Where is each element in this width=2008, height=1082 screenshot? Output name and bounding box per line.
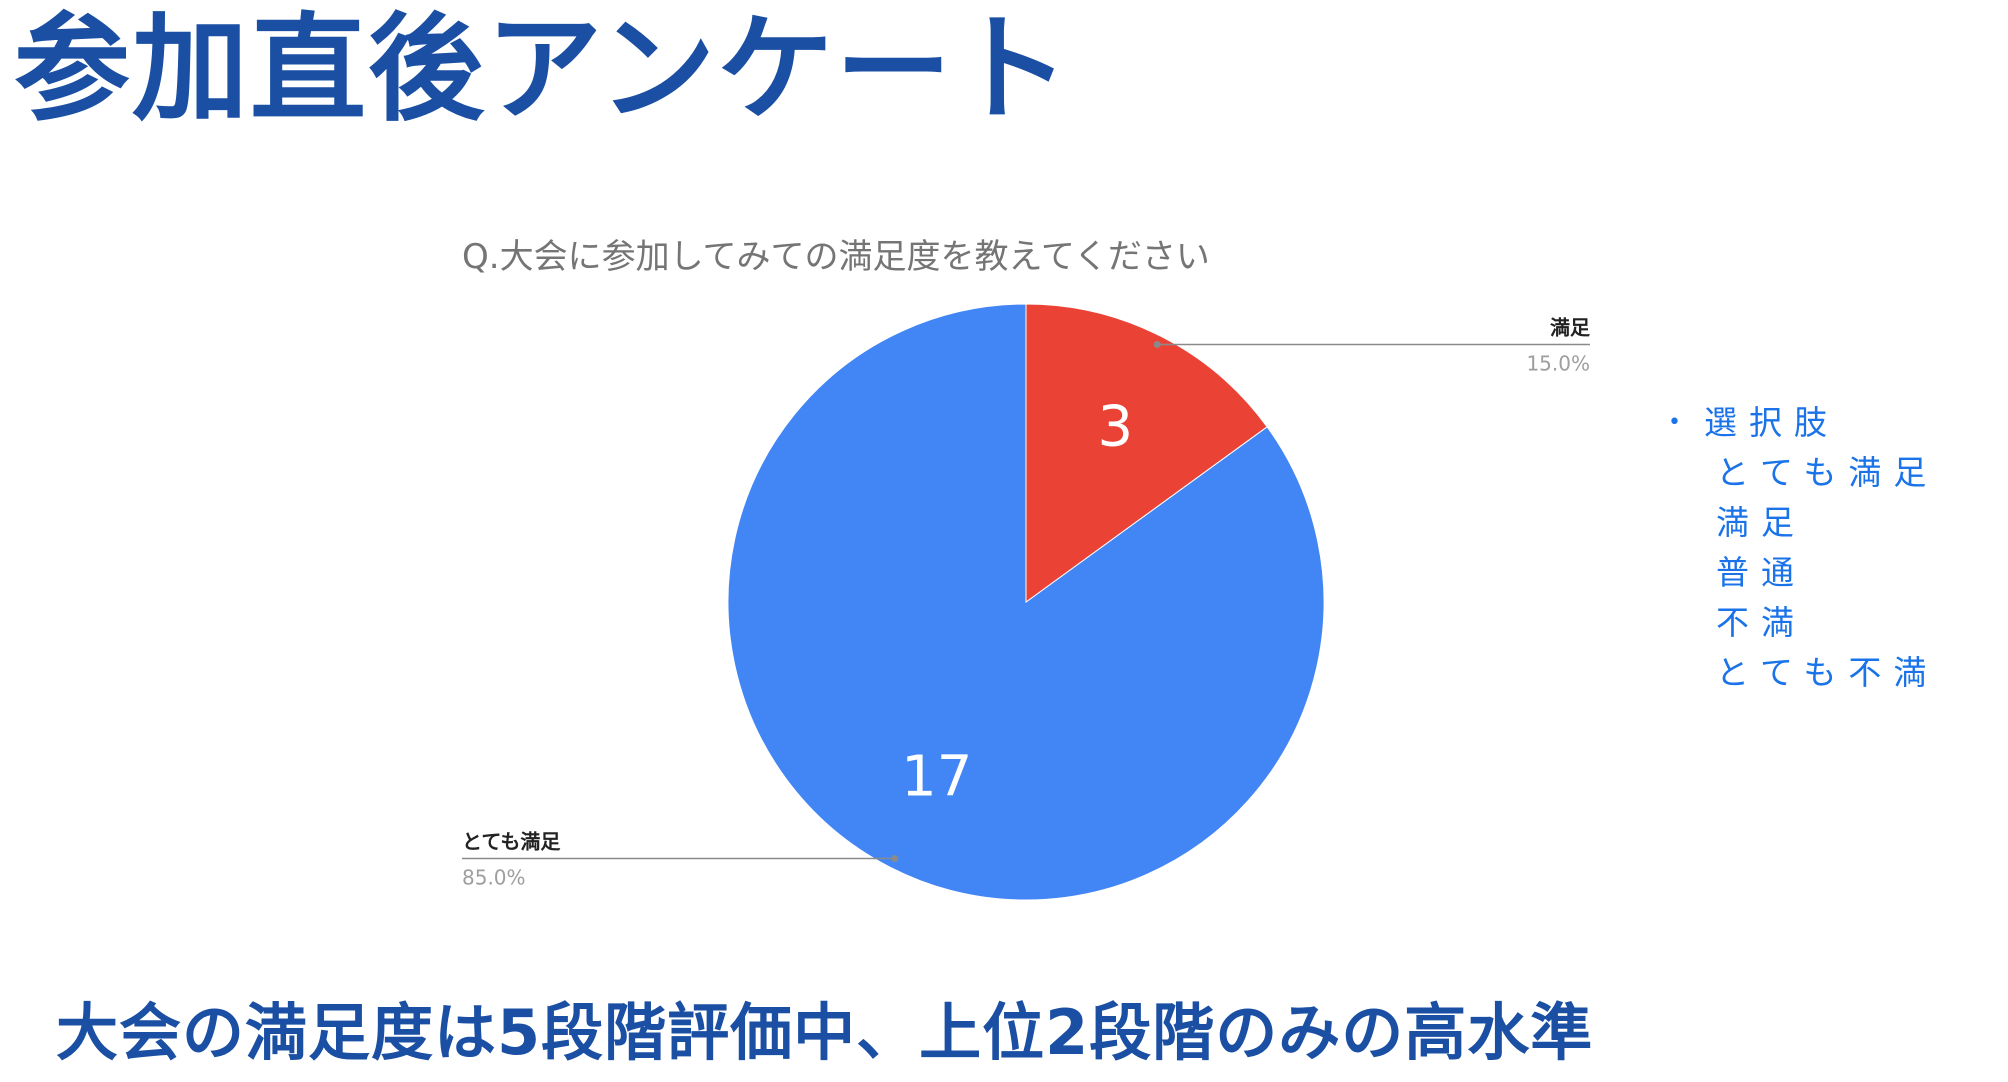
legend-item: 満足: [1716, 503, 1806, 542]
callout-percent-label: 85.0%: [462, 866, 526, 890]
callout-dot: [891, 855, 899, 863]
bullet-icon: •: [1668, 410, 1681, 435]
callout-category-label: 満足: [1550, 315, 1591, 339]
legend: • 選択肢 とても満足 満足 普通 不満 とても不満: [1668, 398, 1938, 698]
callouts-layer: とても満足 85.0% 満足 15.0%: [462, 315, 1591, 890]
slice-value-label: 17: [901, 745, 972, 810]
legend-list: とても満足 満足 普通 不満 とても不満: [1668, 448, 1938, 698]
callout-percent-label: 15.0%: [1526, 351, 1590, 375]
legend-heading: 選択肢: [1704, 403, 1839, 442]
pie-slice-1: [1025, 303, 1268, 603]
callout-category-label: とても満足: [462, 830, 561, 854]
legend-item: とても不満: [1716, 653, 1939, 692]
callout-dot: [1153, 340, 1161, 348]
legend-item: とても満足: [1716, 453, 1939, 492]
legend-item: 普通: [1716, 553, 1806, 592]
slices-layer: [727, 303, 1325, 901]
conclusion-text: 大会の満足度は5段階評価中、上位2段階のみの高水準: [56, 996, 1594, 1069]
legend-heading-row: • 選択肢: [1668, 398, 1938, 448]
slice-value-label: 3: [1097, 394, 1133, 459]
legend-item: 不満: [1716, 603, 1806, 642]
chart-title: Q.大会に参加してみての満足度を教えてください: [462, 237, 1210, 277]
slide-title: 参加直後アンケート: [14, 2, 1072, 137]
labels-layer: 17 3: [901, 394, 1133, 809]
